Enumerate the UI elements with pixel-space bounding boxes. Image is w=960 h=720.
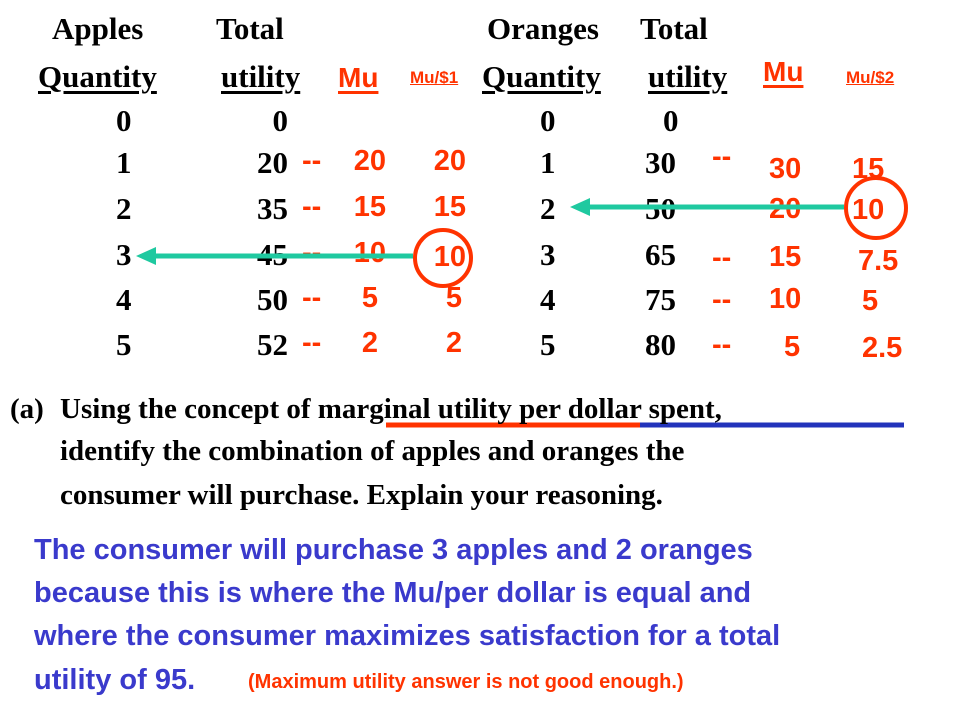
apples-total-utility: 35 (257, 191, 288, 226)
oranges-total-utility: 75 (645, 282, 676, 317)
answer-line-1: The consumer will purchase 3 apples and … (34, 534, 753, 566)
oranges-total-header: Total (640, 11, 708, 46)
oranges-total-utility: 80 (645, 327, 676, 362)
apples-mu: 20 (353, 145, 386, 177)
oranges-header: Oranges (487, 11, 599, 46)
apples-mu-per-dollar-highlighted: 10 (433, 241, 466, 273)
oranges-mu-per-dollar: 5 (862, 285, 879, 317)
apples-header: Apples (52, 11, 144, 46)
apples-mu-per-dollar: 2 (445, 327, 462, 359)
question-line-1: Using the concept of marginal utility pe… (60, 391, 722, 427)
oranges-qty: 1 (540, 145, 556, 180)
apples-mu: 15 (353, 191, 386, 223)
oranges-mu-header: Mu (763, 56, 804, 87)
oranges-mu-per-dollar: 7.5 (858, 245, 899, 277)
oranges-qty: 3 (540, 237, 556, 272)
apples-dash: -- (302, 282, 322, 314)
oranges-total-utility: 0 (663, 103, 679, 138)
apples-total-utility: 0 (272, 103, 289, 138)
oranges-qty: 5 (540, 327, 556, 362)
question-line-2: identify the combination of apples and o… (60, 435, 685, 467)
apples-total-utility: 52 (257, 327, 288, 362)
oranges-mu: 15 (769, 241, 802, 273)
apples-mu-per-dollar: 5 (445, 282, 462, 314)
apples-qty: 5 (116, 327, 132, 362)
oranges-arrowhead (570, 198, 590, 216)
question-line-3: consumer will purchase. Explain your rea… (60, 479, 663, 511)
oranges-mu: 5 (784, 331, 801, 363)
question-line-1-pre: Using the concept of (60, 393, 318, 425)
apples-total-header: Total (216, 11, 284, 46)
apples-arrowhead (136, 247, 156, 265)
apples-mu-per-dollar-header: Mu/$1 (410, 68, 459, 87)
apples-qty: 1 (116, 145, 132, 180)
answer-line-4: utility of 95. (34, 664, 196, 696)
apples-total-utility: 20 (257, 145, 288, 180)
apples-qty: 2 (116, 191, 132, 226)
apples-dash: -- (302, 145, 322, 177)
answer-line-2: because this is where the Mu/per dollar … (34, 577, 752, 609)
oranges-mu-per-dollar-highlighted: 10 (852, 194, 885, 226)
answer-line-3: where the consumer maximizes satisfactio… (34, 620, 781, 652)
apples-mu-header: Mu (338, 62, 379, 93)
apples-qty: 3 (116, 237, 132, 272)
apples-dash: -- (302, 327, 322, 359)
apples-utility-header: utility (221, 59, 301, 94)
oranges-qty: 4 (540, 282, 556, 317)
question-term-marginal-utility: marginal utility (317, 393, 512, 425)
oranges-dash: -- (712, 242, 732, 274)
oranges-mu-per-dollar-header: Mu/$2 (846, 68, 895, 87)
oranges-quantity-header: Quantity (482, 59, 601, 94)
oranges-mu-per-dollar: 2.5 (862, 332, 903, 364)
apples-mu-per-dollar: 15 (433, 191, 466, 223)
oranges-dash: -- (712, 284, 732, 316)
apples-qty: 0 (116, 103, 132, 138)
apples-mu: 10 (353, 237, 386, 269)
oranges-dash: -- (712, 329, 732, 361)
apples-mu: 2 (361, 327, 378, 359)
oranges-utility-header: utility (648, 59, 728, 94)
apples-dash: -- (302, 191, 322, 223)
apples-dash: -- (302, 237, 322, 269)
apples-qty: 4 (116, 282, 132, 317)
oranges-qty: 2 (540, 191, 556, 226)
question-term-per-dollar: per dollar spent (511, 393, 715, 425)
apples-quantity-header: Quantity (38, 59, 157, 94)
apples-mu: 5 (361, 282, 378, 314)
apples-total-utility: 50 (257, 282, 288, 317)
oranges-mu: 10 (769, 283, 802, 315)
apples-mu-per-dollar: 20 (433, 145, 466, 177)
oranges-mu: 30 (769, 153, 802, 185)
question-label: (a) (10, 393, 44, 425)
oranges-qty: 0 (540, 103, 556, 138)
oranges-dash: -- (712, 141, 732, 173)
oranges-highlight-circle (844, 176, 908, 240)
answer-note: (Maximum utility answer is not good enou… (248, 671, 684, 693)
question-line-1-post: , (714, 393, 722, 425)
oranges-total-utility: 30 (645, 145, 676, 180)
oranges-total-utility: 65 (645, 237, 676, 272)
apples-highlight-circle (413, 228, 473, 288)
